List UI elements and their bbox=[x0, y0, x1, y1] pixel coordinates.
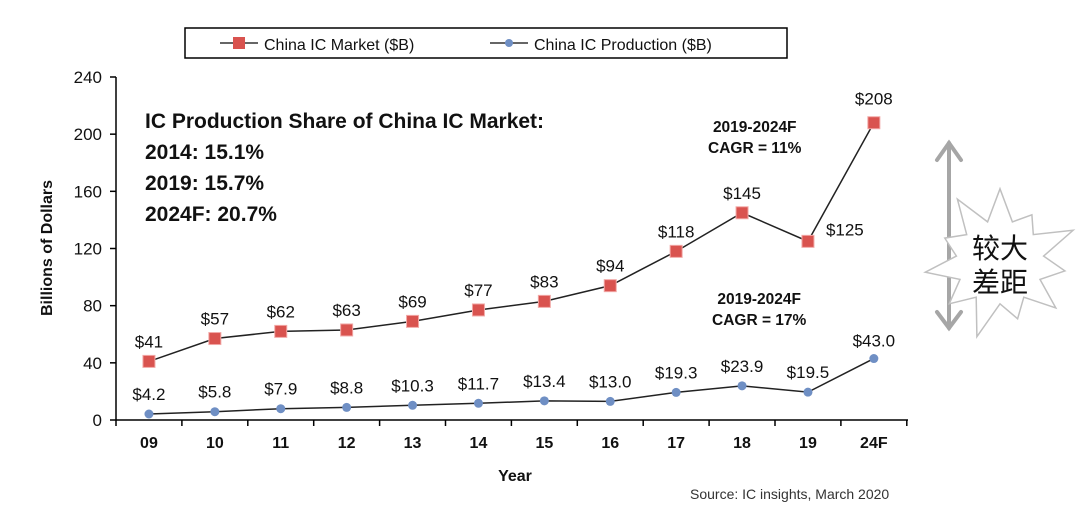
legend: China IC Market ($B) China IC Production… bbox=[184, 27, 788, 59]
production-cagr-note: 2019-2024F CAGR = 17% bbox=[712, 289, 806, 331]
market-point bbox=[669, 244, 683, 258]
market-cagr-period: 2019-2024F bbox=[712, 119, 797, 136]
production-data-label: $43.0 bbox=[853, 332, 896, 351]
legend-production-marker bbox=[505, 39, 513, 47]
x-tick-label: 18 bbox=[733, 435, 751, 452]
market-data-label: $94 bbox=[596, 257, 624, 276]
market-point bbox=[867, 116, 881, 130]
market-series-line bbox=[148, 122, 875, 363]
market-point bbox=[208, 332, 222, 346]
x-tick-label: 15 bbox=[535, 435, 553, 452]
x-tick-label: 19 bbox=[799, 435, 817, 452]
production-data-label: $13.4 bbox=[523, 372, 566, 391]
x-tick-label: 17 bbox=[667, 435, 685, 452]
production-point bbox=[276, 404, 286, 414]
share-line-2024f: 2024F: 20.7% bbox=[145, 203, 277, 226]
gap-arrow bbox=[935, 139, 963, 332]
market-data-label: $77 bbox=[464, 281, 492, 300]
x-tick-label: 12 bbox=[338, 435, 356, 452]
x-axis-title: Year bbox=[498, 468, 532, 485]
legend-production-label: China IC Production ($B) bbox=[534, 37, 712, 54]
production-point bbox=[210, 407, 220, 417]
production-point bbox=[144, 409, 154, 419]
production-series-line bbox=[148, 357, 875, 415]
source-note: Source: IC insights, March 2020 bbox=[690, 486, 890, 502]
x-tick-label: 24F bbox=[860, 435, 888, 452]
production-data-label: $4.2 bbox=[132, 385, 165, 404]
market-data-label: $69 bbox=[398, 292, 426, 311]
production-share-note: IC Production Share of China IC Market: … bbox=[145, 106, 544, 230]
legend-market-marker bbox=[233, 37, 245, 49]
market-point bbox=[801, 234, 815, 248]
market-point bbox=[274, 324, 288, 338]
y-tick-label: 160 bbox=[74, 182, 102, 201]
share-title: IC Production Share of China IC Market: bbox=[145, 110, 545, 133]
market-point bbox=[537, 294, 551, 308]
x-tick-label: 10 bbox=[206, 435, 224, 452]
y-ticks: 0 40 80 120 160 200 240 bbox=[74, 68, 116, 430]
market-cagr-note: 2019-2024F CAGR = 11% bbox=[708, 117, 801, 159]
share-line-2019: 2019: 15.7% bbox=[145, 172, 265, 195]
production-point bbox=[539, 396, 549, 406]
y-tick-label: 80 bbox=[83, 297, 102, 316]
production-point bbox=[671, 387, 681, 397]
production-data-label: $19.5 bbox=[787, 363, 830, 382]
production-point bbox=[408, 400, 418, 410]
production-point bbox=[342, 402, 352, 412]
share-line-2014: 2014: 15.1% bbox=[145, 141, 265, 164]
market-point bbox=[471, 303, 485, 317]
x-tick-label: 09 bbox=[140, 435, 158, 452]
market-point bbox=[603, 279, 617, 293]
production-point bbox=[869, 354, 879, 364]
y-tick-label: 240 bbox=[74, 68, 102, 87]
production-point bbox=[737, 381, 747, 391]
callout-burst bbox=[923, 186, 1076, 340]
production-data-label: $10.3 bbox=[391, 376, 434, 395]
production-data-label: $5.8 bbox=[198, 383, 231, 402]
production-cagr-period: 2019-2024F bbox=[717, 291, 801, 308]
production-cagr-value: CAGR = 17% bbox=[712, 312, 807, 329]
production-data-label: $8.8 bbox=[330, 378, 363, 397]
production-data-label: $11.7 bbox=[458, 374, 499, 393]
x-tick-label: 16 bbox=[601, 435, 619, 452]
y-axis-title: Billions of Dollars bbox=[39, 180, 56, 316]
x-ticks: 09 10 11 12 13 14 15 16 17 18 19 24F bbox=[115, 420, 908, 452]
callout-line-1: 较大 bbox=[971, 232, 1028, 265]
production-point bbox=[605, 396, 615, 406]
market-point bbox=[406, 314, 420, 328]
market-data-label: $208 bbox=[855, 90, 893, 109]
market-data-label: $83 bbox=[530, 272, 558, 291]
y-tick-label: 0 bbox=[93, 411, 102, 430]
market-data-label: $125 bbox=[826, 220, 864, 239]
legend-box bbox=[184, 27, 788, 59]
callout-line-2: 差距 bbox=[971, 266, 1028, 299]
market-data-label: $63 bbox=[332, 301, 360, 320]
production-data-label: $19.3 bbox=[655, 363, 698, 382]
market-data-label: $62 bbox=[267, 302, 295, 321]
y-tick-label: 200 bbox=[74, 125, 102, 144]
market-point bbox=[340, 323, 354, 337]
market-data-label: $118 bbox=[658, 222, 695, 241]
callout-text: 较大 差距 bbox=[960, 232, 1040, 300]
production-point bbox=[803, 387, 813, 397]
market-point bbox=[142, 354, 156, 368]
production-data-label: $23.9 bbox=[721, 357, 764, 376]
production-data-label: $7.9 bbox=[264, 380, 297, 399]
legend-market-label: China IC Market ($B) bbox=[264, 37, 414, 54]
production-data-label: $13.0 bbox=[589, 372, 632, 391]
market-data-label: $57 bbox=[201, 310, 229, 329]
market-data-label: $41 bbox=[135, 332, 163, 351]
series-layer: $41 $57 $62 $63 $69 $77 $83 $94 $118 $145 $125 $208… bbox=[132, 90, 895, 419]
market-cagr-value: CAGR = 11% bbox=[708, 140, 802, 157]
y-tick-label: 120 bbox=[74, 240, 102, 259]
y-tick-label: 40 bbox=[83, 354, 102, 373]
x-tick-label: 13 bbox=[404, 435, 422, 452]
market-point bbox=[735, 206, 749, 220]
x-tick-label: 11 bbox=[272, 435, 289, 452]
production-point bbox=[473, 398, 483, 408]
market-data-label: $145 bbox=[723, 184, 761, 203]
x-tick-label: 14 bbox=[470, 435, 488, 452]
